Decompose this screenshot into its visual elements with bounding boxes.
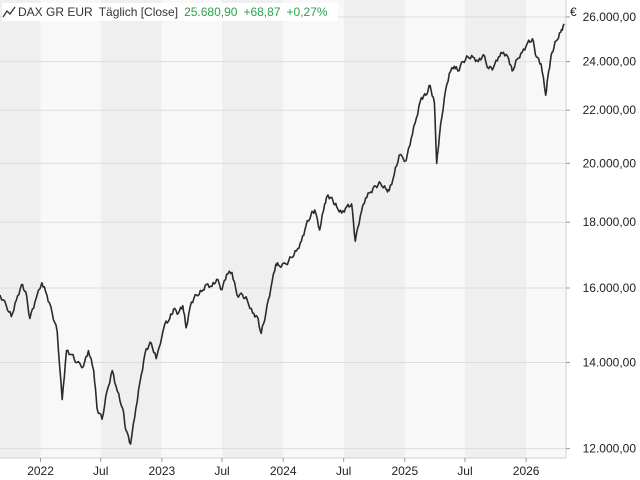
x-tick-label: 2023 [149, 464, 176, 478]
y-tick-label: 20.000,00 [583, 156, 637, 170]
x-tick-label: 2026 [513, 464, 540, 478]
time-band [283, 0, 344, 458]
y-tick-label: 12.000,00 [583, 442, 637, 456]
time-band [343, 0, 405, 458]
x-tick-label: 2022 [27, 464, 54, 478]
time-bands [0, 0, 566, 458]
y-tick-label: 26.000,00 [583, 10, 637, 24]
interval-label: Täglich [Close] [98, 5, 179, 19]
price-change: +68,87 [243, 5, 281, 19]
y-tick-label: 24.000,00 [583, 55, 637, 69]
y-axis: 12.000,00 14.000,00 16.000,00 18.000,00 20.0… [566, 10, 636, 456]
time-band [222, 0, 284, 458]
y-tick-label: 22.000,00 [583, 103, 637, 117]
series-line [0, 23, 565, 445]
y-tick-label: 16.000,00 [583, 281, 637, 295]
x-tick-label: Jul [214, 464, 229, 478]
x-axis: 2022 Jul 2023 Jul 2024 Jul 2025 Jul 2026 [27, 458, 540, 478]
x-tick-label: Jul [457, 464, 472, 478]
time-band [100, 0, 162, 458]
y-tick-label: 14.000,00 [583, 356, 637, 370]
x-tick-label: 2024 [270, 464, 297, 478]
y-tick-label: 18.000,00 [583, 215, 637, 229]
instrument-name: DAX GR EUR [18, 5, 93, 19]
time-band [404, 0, 465, 458]
chart-legend: DAX GR EUR Täglich [Close] 25.680,90 +68,87… [2, 3, 338, 21]
time-band [161, 0, 223, 458]
time-band [40, 0, 101, 458]
x-tick-label: 2025 [391, 464, 418, 478]
currency-unit: € [570, 5, 577, 19]
price-change-percent: +0,27% [286, 5, 328, 19]
time-band [526, 0, 566, 458]
time-band [0, 0, 41, 458]
x-tick-label: Jul [336, 464, 351, 478]
last-price: 25.680,90 [184, 5, 238, 19]
x-tick-label: Jul [93, 464, 108, 478]
time-band [464, 0, 527, 458]
line-chart-icon [2, 6, 16, 18]
